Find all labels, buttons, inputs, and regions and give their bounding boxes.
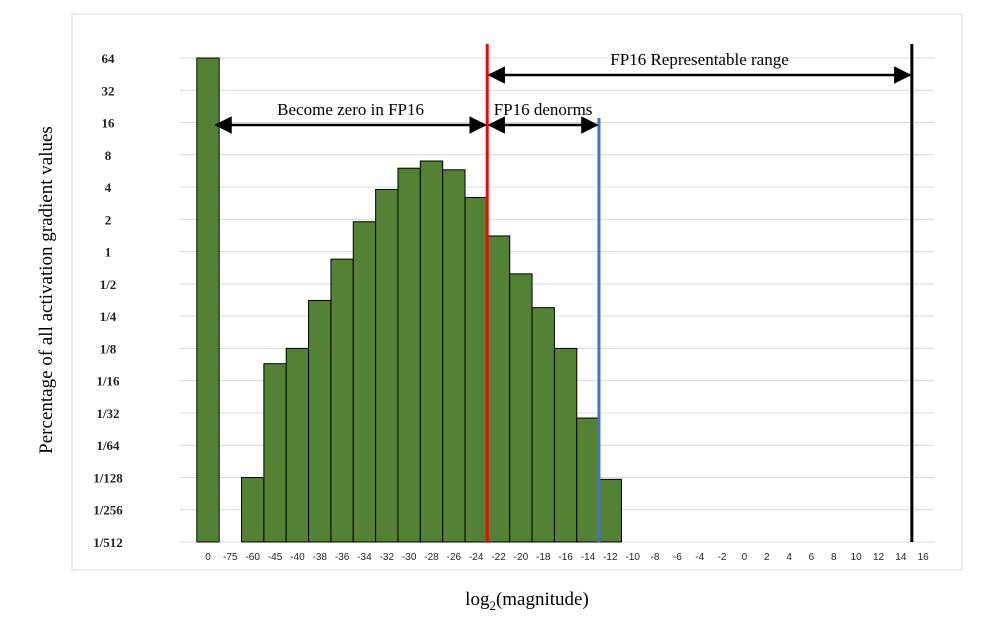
y-tick-label: 64 xyxy=(102,51,116,66)
histogram-bar xyxy=(196,57,220,543)
x-tick-label: -28 xyxy=(424,552,439,563)
x-tick-label: 12 xyxy=(873,552,885,563)
y-tick-label: 16 xyxy=(102,116,116,131)
y-tick-label: 1/64 xyxy=(96,438,120,453)
histogram-bar xyxy=(419,160,444,543)
x-tick-label: -30 xyxy=(402,552,417,563)
x-tick-label: -26 xyxy=(447,552,462,563)
y-tick-label: 1 xyxy=(105,245,112,260)
x-axis-title-rest: (magnitude) xyxy=(496,589,589,610)
x-tick-label: -14 xyxy=(581,552,596,563)
x-tick-label: -45 xyxy=(268,552,283,563)
histogram-bar xyxy=(375,188,399,543)
histogram-bar xyxy=(352,221,377,543)
x-tick-label: 0 xyxy=(205,552,211,563)
y-tick-label: 1/128 xyxy=(93,470,123,485)
x-tick-label: 4 xyxy=(786,552,792,563)
x-tick-label: 8 xyxy=(831,552,837,563)
x-tick-label: -18 xyxy=(536,552,551,563)
x-tick-label: -24 xyxy=(469,552,484,563)
y-tick-label: 8 xyxy=(105,148,112,163)
threshold-lines xyxy=(485,44,914,542)
x-tick-label: -38 xyxy=(313,552,328,563)
range-annotation-label: FP16 denorms xyxy=(494,100,593,119)
histogram-bar xyxy=(330,258,354,543)
histogram-bar xyxy=(531,307,555,543)
x-tick-label: -4 xyxy=(695,552,704,563)
y-tick-label: 2 xyxy=(105,212,112,227)
y-axis-ticks: 64 32 16 8 4 2 1 1/2 1/4 1/8 1/16 1/32 1/64 1/128 1/25… xyxy=(93,51,123,550)
range-annotation-label: Become zero in FP16 xyxy=(277,100,424,119)
x-tick-label: -40 xyxy=(290,552,305,563)
x-axis-title: log2(magnitude) xyxy=(465,589,589,612)
x-axis-title-subscript: 2 xyxy=(489,598,496,612)
histogram-bar xyxy=(263,363,287,543)
x-tick-label: -22 xyxy=(491,552,506,563)
x-tick-label: -8 xyxy=(651,552,660,563)
histogram-bar xyxy=(442,169,466,543)
histogram-bar xyxy=(285,347,310,543)
x-tick-label: -10 xyxy=(625,552,640,563)
x-tick-label: 2 xyxy=(764,552,770,563)
x-tick-label: -2 xyxy=(718,552,727,563)
y-axis-title: Percentage of all activation gradient va… xyxy=(36,126,57,454)
histogram-bar xyxy=(486,235,511,543)
y-tick-label: 1/16 xyxy=(96,374,120,389)
x-tick-label: -16 xyxy=(558,552,573,563)
histogram-bar xyxy=(241,477,265,543)
y-tick-label: 1/512 xyxy=(93,535,123,550)
y-tick-label: 1/2 xyxy=(100,277,117,292)
x-tick-label: -34 xyxy=(357,552,372,563)
histogram-bar xyxy=(308,299,332,543)
histogram-bar xyxy=(598,478,622,543)
x-tick-label: -32 xyxy=(380,552,395,563)
bars xyxy=(196,57,622,543)
x-tick-label: 10 xyxy=(851,552,863,563)
x-tick-label: -75 xyxy=(223,552,238,563)
x-tick-label: -6 xyxy=(673,552,682,563)
x-tick-label: 0 xyxy=(742,552,748,563)
histogram-bar xyxy=(509,273,533,543)
x-tick-label: 6 xyxy=(809,552,815,563)
x-tick-label: -36 xyxy=(335,552,350,563)
x-tick-label: -20 xyxy=(514,552,529,563)
x-tick-label: -60 xyxy=(245,552,260,563)
y-tick-label: 32 xyxy=(102,83,115,98)
histogram-bar xyxy=(576,417,600,543)
y-tick-label: 4 xyxy=(105,180,112,195)
histogram-bar xyxy=(464,196,488,543)
y-tick-label: 1/256 xyxy=(93,503,123,518)
x-tick-label: -12 xyxy=(603,552,618,563)
range-annotation-label: FP16 Representable range xyxy=(610,50,788,69)
range-annotations: Become zero in FP16 FP16 denorms FP16 Repr… xyxy=(214,50,912,134)
histogram-bar xyxy=(397,167,421,543)
histogram-bar xyxy=(553,347,578,543)
x-tick-label: 14 xyxy=(895,552,907,563)
y-tick-label: 1/8 xyxy=(100,341,117,356)
x-axis-title-base: log xyxy=(465,589,490,610)
x-axis-ticks: 0 -75 -60 -45 -40 -38 -36 -34 -32 -30 -28 -26 -24 -22… xyxy=(205,552,929,563)
y-tick-label: 1/4 xyxy=(100,309,117,324)
y-tick-label: 1/32 xyxy=(96,406,119,421)
x-tick-label: 16 xyxy=(918,552,930,563)
